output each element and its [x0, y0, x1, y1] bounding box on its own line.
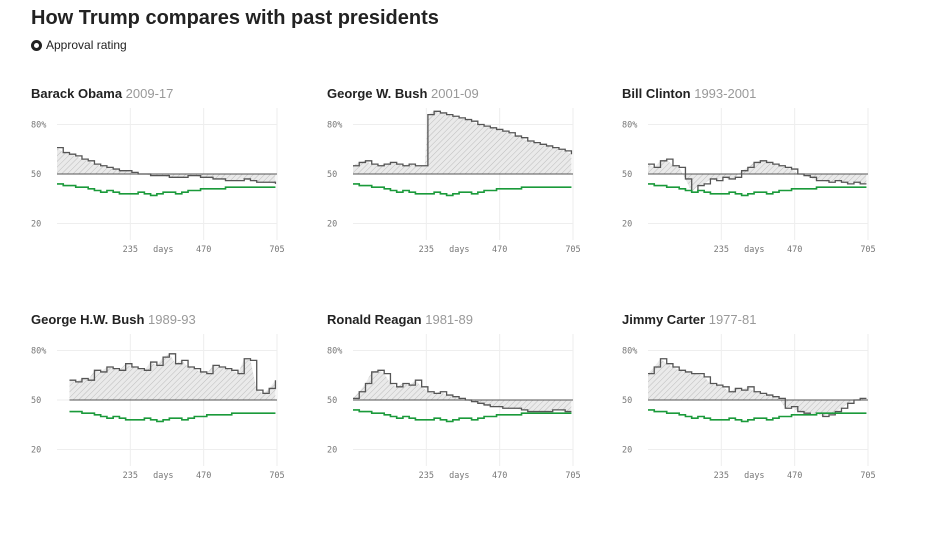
x-tick-label: 235	[123, 471, 138, 481]
x-tick-label: 235	[419, 245, 434, 255]
x-tick-label: 235	[714, 245, 729, 255]
chart-title: Ronald Reagan 1981-89	[327, 312, 473, 327]
president-years: 1993-2001	[690, 86, 757, 101]
x-tick-label: days	[449, 245, 469, 255]
x-tick-label: days	[744, 245, 764, 255]
chart-panel: George H.W. Bush 1989-93 80% 50 20 235 days 47…	[31, 312, 291, 492]
president-years: 2001-09	[427, 86, 479, 101]
page-title: How Trump compares with past presidents	[31, 7, 439, 29]
y-tick-label: 50	[327, 170, 337, 180]
legend: Approval rating	[31, 38, 127, 52]
x-tick-label: 705	[565, 471, 580, 481]
chart-panel: Bill Clinton 1993-2001 80% 50 20 235 days 470 7…	[622, 86, 882, 266]
y-tick-label: 20	[31, 446, 41, 456]
trump-approval-line	[353, 183, 572, 197]
chart-title: Barack Obama 2009-17	[31, 86, 173, 101]
approval-area	[648, 358, 867, 417]
chart-panel: George W. Bush 2001-09 80% 50 20 235 days 470 7…	[327, 86, 587, 266]
y-tick-label: 50	[31, 396, 41, 406]
approval-area	[353, 370, 572, 412]
trump-approval-line	[57, 183, 276, 197]
chart-title: Jimmy Carter 1977-81	[622, 312, 756, 327]
approval-chart: 80% 50 20 235 days 470 705	[31, 334, 285, 481]
x-tick-label: 470	[196, 471, 211, 481]
y-tick-label: 80%	[31, 347, 46, 357]
y-tick-label: 50	[327, 396, 337, 406]
trump-approval-line	[69, 410, 276, 423]
chart-panel: Ronald Reagan 1981-89 80% 50 20 235 days 470 70…	[327, 312, 587, 492]
approval-chart: 80% 50 20 235 days 470 705	[622, 108, 876, 255]
president-approval-line	[353, 369, 572, 413]
trump-approval-line	[353, 409, 572, 423]
chart-panel: Jimmy Carter 1977-81 80% 50 20 235 days 470 705	[622, 312, 882, 492]
president-name: Jimmy Carter	[622, 312, 706, 327]
x-tick-label: days	[153, 471, 173, 481]
president-approval-line	[648, 158, 867, 193]
president-years: 1981-89	[421, 312, 473, 327]
trump-approval-line	[648, 183, 867, 197]
y-tick-label: 50	[622, 170, 632, 180]
x-tick-label: days	[744, 471, 764, 481]
x-tick-label: 470	[492, 245, 507, 255]
y-tick-label: 80%	[622, 347, 637, 357]
trump-approval-line	[648, 409, 867, 423]
y-tick-label: 50	[31, 170, 41, 180]
x-tick-label: days	[153, 245, 173, 255]
x-tick-label: 470	[196, 245, 211, 255]
chart-panel: Barack Obama 2009-17 80% 50 20 235 days 470 705	[31, 86, 291, 266]
legend-label: Approval rating	[46, 38, 127, 52]
y-tick-label: 20	[31, 220, 41, 230]
president-years: 2009-17	[122, 86, 174, 101]
x-tick-label: days	[449, 471, 469, 481]
president-name: Barack Obama	[31, 86, 123, 101]
president-approval-line	[648, 358, 867, 418]
x-tick-label: 705	[860, 245, 875, 255]
approval-chart: 80% 50 20 235 days 470 705	[31, 108, 285, 255]
president-approval-line	[353, 110, 573, 167]
y-tick-label: 20	[622, 446, 632, 456]
y-tick-label: 20	[327, 446, 337, 456]
x-tick-label: 705	[269, 471, 284, 481]
approval-area	[648, 159, 867, 193]
y-tick-label: 80%	[31, 121, 46, 131]
y-tick-label: 20	[327, 220, 337, 230]
x-tick-label: 235	[123, 245, 138, 255]
ring-dot-icon	[31, 39, 42, 51]
x-tick-label: 705	[565, 245, 580, 255]
president-years: 1989-93	[144, 312, 196, 327]
x-tick-label: 470	[787, 245, 802, 255]
president-name: Bill Clinton	[622, 86, 691, 101]
y-tick-label: 20	[622, 220, 632, 230]
y-tick-label: 80%	[327, 121, 342, 131]
president-approval-line	[69, 353, 277, 395]
x-tick-label: 470	[492, 471, 507, 481]
x-tick-label: 235	[419, 471, 434, 481]
chart-title: George W. Bush 2001-09	[327, 86, 479, 101]
approval-area	[353, 111, 572, 174]
approval-chart: 80% 50 20 235 days 470 705	[622, 334, 876, 481]
x-tick-label: 235	[714, 471, 729, 481]
y-tick-label: 80%	[327, 347, 342, 357]
president-years: 1977-81	[705, 312, 757, 327]
x-tick-label: 470	[787, 471, 802, 481]
president-name: George H.W. Bush	[31, 312, 145, 327]
approval-chart: 80% 50 20 235 days 470 705	[327, 108, 581, 255]
y-tick-label: 50	[622, 396, 632, 406]
president-name: George W. Bush	[327, 86, 428, 101]
chart-title: Bill Clinton 1993-2001	[622, 86, 756, 101]
x-tick-label: 705	[269, 245, 284, 255]
x-tick-label: 705	[860, 471, 875, 481]
approval-area	[57, 147, 276, 184]
y-tick-label: 80%	[622, 121, 637, 131]
president-approval-line	[57, 146, 277, 184]
chart-title: George H.W. Bush 1989-93	[31, 312, 196, 327]
approval-chart: 80% 50 20 235 days 470 705	[327, 334, 581, 481]
president-name: Ronald Reagan	[327, 312, 422, 327]
approval-area	[69, 353, 276, 400]
